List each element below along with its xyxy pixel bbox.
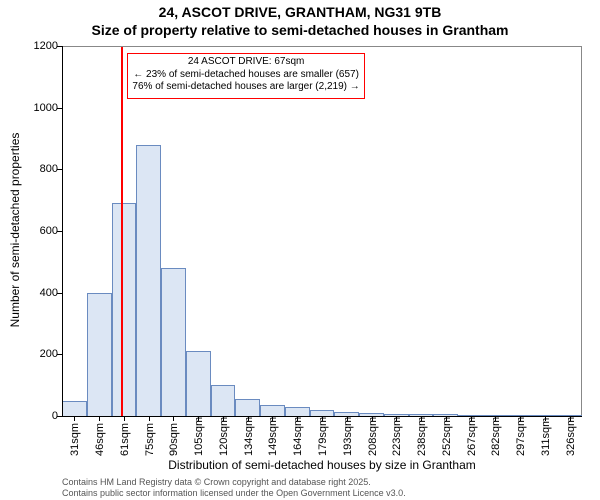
annotation-box: 24 ASCOT DRIVE: 67sqm← 23% of semi-detac…	[127, 53, 364, 99]
x-tick-mark	[396, 416, 397, 421]
histogram-bar	[161, 268, 186, 416]
histogram-bar	[62, 401, 87, 416]
y-tick-mark	[57, 293, 62, 294]
x-tick-label: 75sqm	[145, 423, 156, 456]
footer-line1: Contains HM Land Registry data © Crown c…	[62, 477, 406, 487]
x-axis-label: Distribution of semi-detached houses by …	[62, 458, 582, 472]
x-tick-mark	[297, 416, 298, 421]
x-tick-label: 179sqm	[318, 417, 329, 456]
x-tick-mark	[446, 416, 447, 421]
y-tick-label: 200	[8, 349, 58, 360]
x-tick-mark	[471, 416, 472, 421]
y-tick-mark	[57, 46, 62, 47]
x-tick-label: 267sqm	[467, 417, 478, 456]
histogram-bar	[260, 405, 285, 416]
x-tick-mark	[74, 416, 75, 421]
y-tick-label: 0	[8, 411, 58, 422]
histogram-bar	[235, 399, 260, 416]
histogram-bar	[87, 293, 112, 416]
x-tick-label: 164sqm	[293, 417, 304, 456]
x-tick-mark	[545, 416, 546, 421]
x-tick-label: 326sqm	[566, 417, 577, 456]
x-tick-label: 149sqm	[268, 417, 279, 456]
chart-title-line1: 24, ASCOT DRIVE, GRANTHAM, NG31 9TB	[0, 4, 600, 20]
y-tick-mark	[57, 416, 62, 417]
chart-container: 24, ASCOT DRIVE, GRANTHAM, NG31 9TB Size…	[0, 0, 600, 500]
y-tick-mark	[57, 354, 62, 355]
x-tick-mark	[520, 416, 521, 421]
x-tick-label: 282sqm	[491, 417, 502, 456]
x-tick-mark	[421, 416, 422, 421]
y-tick-mark	[57, 169, 62, 170]
histogram-bar	[285, 407, 310, 416]
plot-area: 24 ASCOT DRIVE: 67sqm← 23% of semi-detac…	[62, 46, 582, 416]
x-tick-mark	[322, 416, 323, 421]
x-tick-mark	[223, 416, 224, 421]
subject-property-marker	[121, 47, 123, 416]
y-tick-label: 600	[8, 226, 58, 237]
histogram-bar	[136, 145, 161, 416]
x-tick-label: 208sqm	[368, 417, 379, 456]
x-tick-mark	[173, 416, 174, 421]
y-tick-label: 800	[8, 164, 58, 175]
x-tick-mark	[272, 416, 273, 421]
x-tick-mark	[570, 416, 571, 421]
x-tick-label: 297sqm	[516, 417, 527, 456]
x-tick-label: 238sqm	[417, 417, 428, 456]
x-tick-label: 120sqm	[219, 417, 230, 456]
x-tick-mark	[198, 416, 199, 421]
x-tick-mark	[248, 416, 249, 421]
x-tick-label: 223sqm	[392, 417, 403, 456]
annotation-line: 24 ASCOT DRIVE: 67sqm	[132, 56, 359, 69]
y-axis-line	[62, 46, 63, 416]
x-tick-label: 252sqm	[442, 417, 453, 456]
annotation-line: 76% of semi-detached houses are larger (…	[132, 81, 359, 94]
x-tick-label: 193sqm	[343, 417, 354, 456]
y-tick-label: 1200	[8, 41, 58, 52]
annotation-line: ← 23% of semi-detached houses are smalle…	[132, 69, 359, 82]
x-tick-label: 90sqm	[169, 423, 180, 456]
histogram-bar	[211, 385, 236, 416]
x-tick-label: 311sqm	[541, 418, 552, 456]
y-tick-label: 1000	[8, 103, 58, 114]
footer-line2: Contains public sector information licen…	[62, 488, 406, 498]
histogram-bar	[186, 351, 211, 416]
chart-title-line2: Size of property relative to semi-detach…	[0, 22, 600, 38]
x-tick-mark	[124, 416, 125, 421]
x-tick-label: 61sqm	[120, 423, 131, 456]
footer-attribution: Contains HM Land Registry data © Crown c…	[62, 477, 406, 498]
y-tick-label: 400	[8, 288, 58, 299]
x-tick-mark	[372, 416, 373, 421]
x-tick-mark	[347, 416, 348, 421]
histogram-bar	[112, 203, 137, 416]
x-tick-mark	[99, 416, 100, 421]
x-tick-label: 134sqm	[244, 417, 255, 456]
x-tick-mark	[149, 416, 150, 421]
x-tick-mark	[495, 416, 496, 421]
x-tick-label: 31sqm	[70, 423, 81, 456]
x-tick-label: 46sqm	[95, 423, 106, 456]
y-tick-mark	[57, 108, 62, 109]
y-tick-mark	[57, 231, 62, 232]
x-tick-label: 105sqm	[194, 417, 205, 456]
